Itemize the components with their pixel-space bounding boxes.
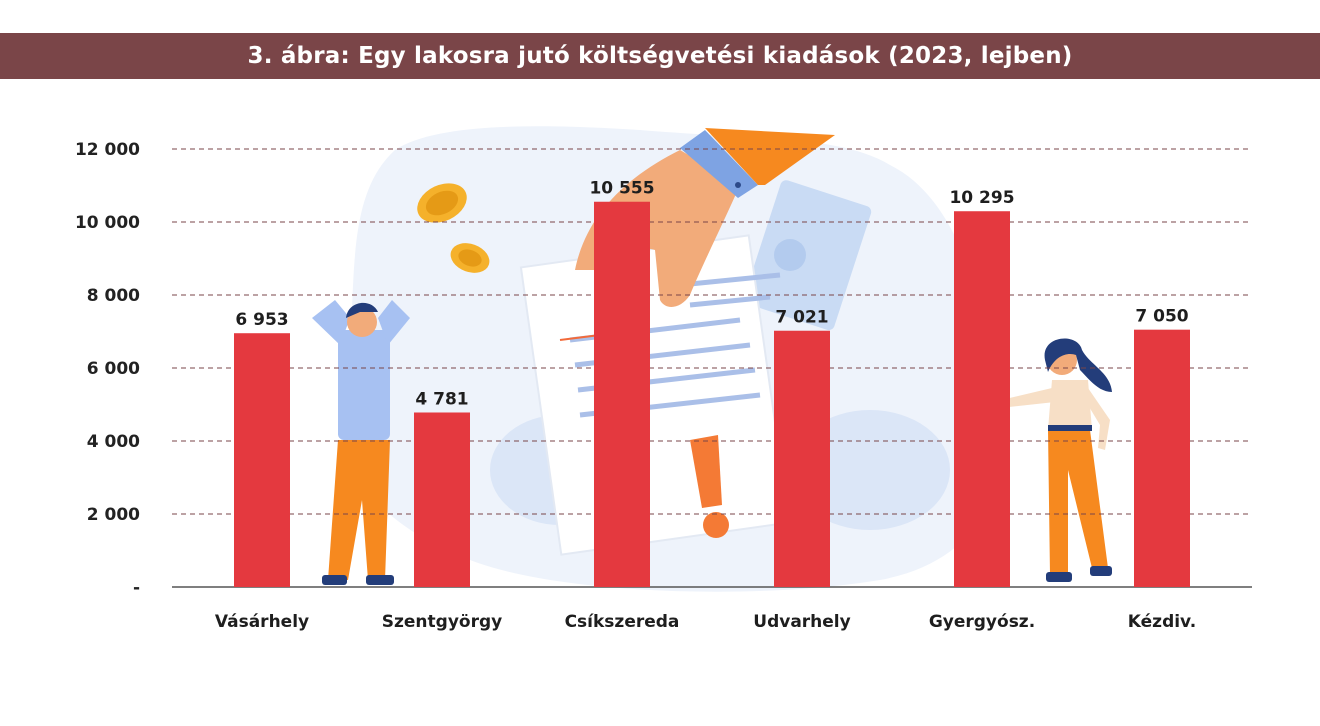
bar-2 <box>594 201 650 587</box>
x-tick-label: Udvarhely <box>753 612 850 632</box>
x-tick-label: Gyergyósz. <box>929 612 1035 632</box>
x-tick-label: Kézdiv. <box>1128 612 1196 632</box>
y-tick-label: - <box>133 578 140 598</box>
data-label: 10 295 <box>949 188 1014 208</box>
data-label: 7 050 <box>1135 307 1188 327</box>
bar-0 <box>234 333 290 587</box>
x-tick-label: Csíkszereda <box>565 612 680 632</box>
banknote-icon <box>743 180 872 331</box>
chart-title: 3. ábra: Egy lakosra jutó költségvetési … <box>247 43 1073 69</box>
data-label: 10 555 <box>589 179 654 199</box>
exclamation-icon <box>690 435 729 538</box>
y-tick-label: 10 000 <box>75 213 140 233</box>
illustration-background <box>312 126 1112 592</box>
coin-icon <box>450 243 490 273</box>
bar-3 <box>774 330 830 587</box>
bar-5 <box>1134 329 1190 587</box>
data-label: 4 781 <box>415 389 468 409</box>
data-label: 7 021 <box>775 308 828 328</box>
bar-1 <box>414 412 470 587</box>
hand-icon <box>575 128 835 307</box>
y-tick-label: 4 000 <box>87 432 140 452</box>
bar-4 <box>954 211 1010 588</box>
y-tick-label: 8 000 <box>87 286 140 306</box>
coin-icon <box>417 183 467 223</box>
gridlines <box>172 148 1252 515</box>
data-labels: 6 953 4 781 10 555 7 021 10 295 7 050 <box>235 179 1188 410</box>
woman-figure <box>980 338 1112 582</box>
x-tick-label: Vásárhely <box>215 612 309 632</box>
man-figure <box>312 300 410 585</box>
chart-title-bar: 3. ábra: Egy lakosra jutó költségvetési … <box>0 33 1320 79</box>
document-icon <box>519 234 791 556</box>
data-label: 6 953 <box>235 310 288 330</box>
x-axis: Vásárhely Szentgyörgy Csíkszereda Udvarhely… <box>215 612 1196 632</box>
y-tick-label: 12 000 <box>75 140 140 160</box>
bars <box>234 201 1190 588</box>
y-tick-label: 6 000 <box>87 359 140 379</box>
y-axis: - 2 000 4 000 6 000 8 000 10 000 12 000 <box>75 140 1252 598</box>
x-tick-label: Szentgyörgy <box>382 612 502 632</box>
y-tick-label: 2 000 <box>87 505 140 525</box>
